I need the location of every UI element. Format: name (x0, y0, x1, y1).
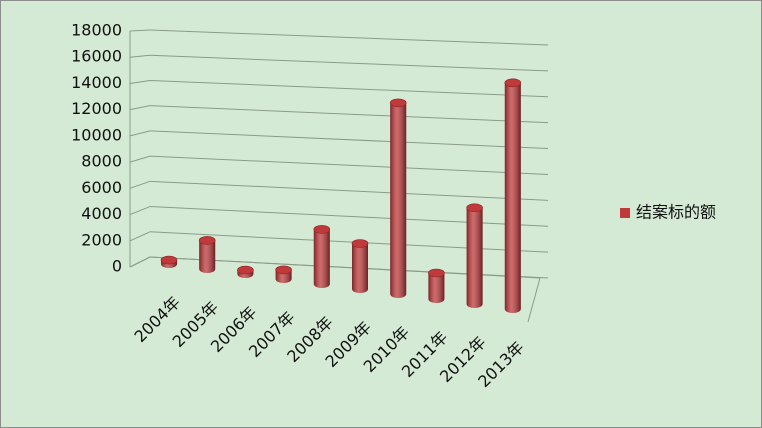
side-grid-line (129, 231, 151, 242)
bar-shade (428, 269, 445, 303)
y-tick-label: 6000 (81, 178, 122, 197)
bar-top (160, 255, 178, 265)
grid-line (149, 29, 549, 46)
grid-line (149, 130, 549, 150)
grid-line (149, 79, 549, 98)
side-grid-line (129, 206, 151, 216)
y-tick-label: 14000 (71, 73, 122, 92)
side-grid-line (129, 105, 151, 111)
grid-line (149, 105, 549, 124)
bar-shade (352, 239, 368, 293)
side-grid-line (129, 180, 151, 189)
y-tick-label: 2000 (81, 230, 122, 249)
bar-top (504, 78, 522, 88)
y-tick-label: 8000 (81, 152, 122, 171)
bar-shade (390, 98, 407, 299)
bar-top (313, 225, 331, 234)
legend-swatch (620, 208, 630, 218)
bar-shade (466, 203, 483, 308)
grid-line (149, 54, 549, 72)
y-tick-label: 4000 (81, 204, 122, 223)
bar-shade (199, 236, 216, 273)
side-grid-line (129, 54, 151, 58)
side-grid-line (129, 155, 151, 163)
side-grid-line (129, 130, 151, 137)
y-tick-label: 0 (112, 257, 122, 276)
y-tick-label: 10000 (71, 125, 122, 144)
side-grid-line (129, 79, 151, 84)
y-tick-label: 16000 (71, 47, 122, 66)
bar-shade (313, 225, 330, 288)
bar-top (198, 236, 216, 245)
bar-top (237, 265, 254, 275)
bar-top (389, 98, 407, 108)
bar-top (466, 203, 483, 213)
bar-top (275, 265, 292, 275)
y-tick-label: 18000 (71, 21, 122, 40)
side-grid-line (129, 256, 151, 268)
grid-line (149, 180, 549, 201)
side-grid-line (129, 29, 151, 32)
legend-label: 结案标的额 (636, 203, 716, 222)
bar-top (428, 268, 445, 278)
bar-shade (504, 78, 521, 313)
grid-line (149, 155, 549, 175)
y-tick-label: 12000 (71, 99, 122, 118)
bar-top (351, 239, 369, 248)
